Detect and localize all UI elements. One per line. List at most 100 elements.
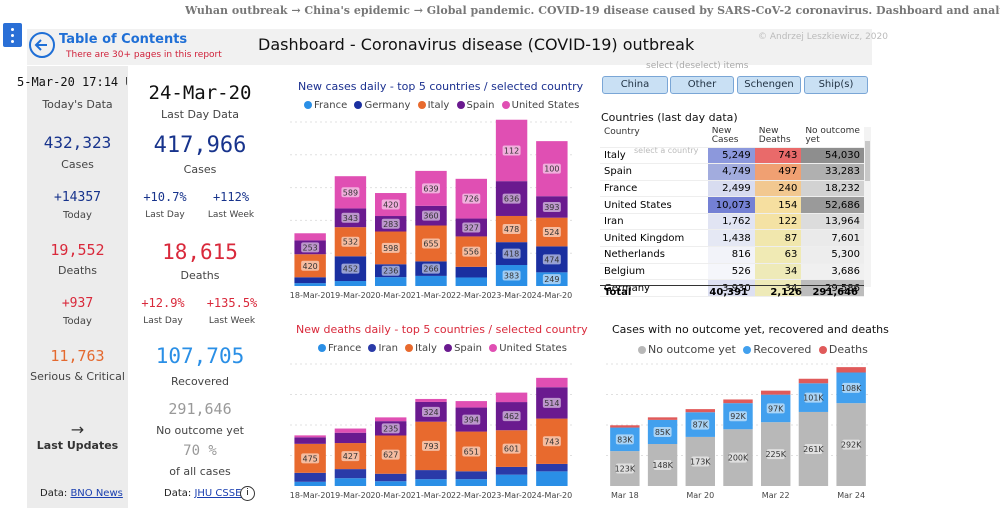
- table-of-contents-link[interactable]: Table of Contents: [59, 32, 188, 47]
- bar-segment-france[interactable]: [536, 471, 568, 486]
- table-scrollbar[interactable]: [864, 127, 871, 287]
- data-label: 249: [544, 275, 559, 284]
- table-row[interactable]: Germany 3,930 34 29,586: [600, 279, 864, 297]
- table-row[interactable]: France 2,499 240 18,232: [600, 180, 864, 198]
- bar-segment-iran[interactable]: [375, 473, 407, 482]
- bar-segment-france[interactable]: [455, 479, 487, 486]
- col-country[interactable]: Country: [600, 127, 708, 148]
- filter-china-button[interactable]: China: [602, 76, 668, 94]
- filter-ships-button[interactable]: Ship(s): [804, 76, 868, 94]
- col-new-deaths[interactable]: New Deaths: [754, 127, 802, 148]
- bar-segment-united-states[interactable]: [294, 233, 326, 241]
- menu-icon[interactable]: [3, 23, 22, 47]
- legend-spain[interactable]: Spain: [454, 343, 483, 354]
- bar-segment-deaths[interactable]: [723, 399, 753, 404]
- bno-news-link[interactable]: BNO News: [70, 488, 123, 499]
- bar-segment-deaths[interactable]: [685, 409, 715, 413]
- legend-spain[interactable]: Spain: [466, 100, 495, 111]
- table-row[interactable]: Italy 5,249 743 54,030: [600, 147, 864, 165]
- legend-germany[interactable]: Germany: [364, 100, 411, 111]
- legend-deaths[interactable]: Deaths: [828, 343, 868, 356]
- legend-recovered[interactable]: Recovered: [753, 343, 812, 356]
- outcome-chart[interactable]: 123K 83K Mar 18 148K 85K 173K 87K Mar 20 200K 92K…: [604, 360, 872, 502]
- info-icon[interactable]: i: [240, 486, 255, 501]
- bar-segment-france[interactable]: [375, 277, 407, 286]
- bar-segment-deaths[interactable]: [761, 390, 791, 395]
- filter-schengen-button[interactable]: Schengen: [737, 76, 801, 94]
- country-search-input[interactable]: select a country: [634, 146, 699, 155]
- col-no-outcome[interactable]: No outcome yet: [801, 127, 864, 148]
- cell-country: Iran: [600, 213, 708, 231]
- scrollbar-thumb[interactable]: [865, 141, 870, 181]
- bar-segment-france[interactable]: [415, 479, 447, 486]
- data-label: 87K: [693, 421, 709, 430]
- bar-segment-deaths[interactable]: [798, 378, 829, 384]
- bar-segment-germany[interactable]: [294, 277, 326, 284]
- data-label: 655: [423, 239, 438, 248]
- bar-segment-deaths[interactable]: [836, 367, 866, 373]
- bar-segment-france[interactable]: [294, 481, 326, 486]
- bar-segment-france[interactable]: [455, 277, 487, 286]
- bar-segment-iran[interactable]: [536, 463, 568, 472]
- bar-segment-united-states[interactable]: [536, 377, 568, 388]
- legend-france[interactable]: France: [328, 343, 362, 354]
- bar-segment-france[interactable]: [334, 281, 367, 286]
- data-label-bg: [381, 265, 400, 276]
- bar-segment-iran[interactable]: [495, 466, 528, 475]
- legend-united-states[interactable]: United States: [499, 343, 567, 354]
- bar-segment-france[interactable]: [495, 474, 528, 486]
- bar-segment-germany[interactable]: [455, 266, 487, 278]
- table-row[interactable]: Spain 4,749 497 33,283: [600, 163, 864, 181]
- cell-new-cases: 816: [707, 246, 755, 264]
- today-deaths-delta-label: Today: [63, 316, 92, 327]
- bar-segment-iran[interactable]: [294, 472, 326, 482]
- legend-iran[interactable]: Iran: [378, 343, 398, 354]
- bar-segment-iran[interactable]: [415, 470, 447, 480]
- legend-france[interactable]: France: [314, 100, 348, 111]
- back-arrow-icon[interactable]: [29, 32, 55, 58]
- new-cases-chart[interactable]: 420 253 18-Mar-20 452 532 343 589 19-Mar-20 236 5…: [286, 118, 576, 302]
- x-tick-label: 20-Mar-20: [370, 491, 411, 500]
- bar-segment-iran[interactable]: [334, 469, 367, 479]
- bar-segment-france[interactable]: [334, 478, 367, 486]
- bar-segment-iran[interactable]: [455, 471, 487, 480]
- bar-segment-deaths[interactable]: [647, 417, 678, 420]
- legend-italy[interactable]: Italy: [427, 100, 450, 111]
- bar-segment-spain[interactable]: [334, 432, 367, 444]
- jhu-csse-link[interactable]: JHU CSSE: [194, 488, 242, 499]
- new-deaths-chart[interactable]: 475 18-Mar-20 427 19-Mar-20 627 235 20-Mar-20 7…: [286, 360, 576, 502]
- bar-segment-united-states[interactable]: [334, 428, 367, 433]
- legend-italy[interactable]: Italy: [415, 343, 437, 354]
- data-label: 420: [383, 201, 398, 210]
- table-row[interactable]: United Kingdom 1,438 87 7,601: [600, 229, 864, 248]
- data-label-bg: [381, 423, 400, 434]
- table-row[interactable]: United States 10,073 154 52,686: [600, 196, 864, 214]
- today-cases: 432,323: [43, 133, 112, 152]
- data-label: 532: [343, 238, 358, 247]
- bar-segment-united-states[interactable]: [294, 435, 326, 438]
- legend-no-outcome[interactable]: No outcome yet: [648, 343, 736, 356]
- bar-segment-deaths[interactable]: [610, 425, 640, 428]
- bar-segment-united-states[interactable]: [375, 417, 407, 422]
- x-tick-label: 24-Mar-20: [531, 291, 572, 300]
- data-label-bg: [502, 411, 521, 422]
- table-row[interactable]: Netherlands 816 63 5,300: [600, 246, 864, 264]
- data-label-bg: [729, 452, 747, 463]
- legend-united-states[interactable]: United States: [511, 100, 580, 111]
- lastday-no-outcome-pct-label: of all cases: [169, 465, 231, 478]
- bar-segment-france[interactable]: [375, 481, 407, 486]
- data-label: 427: [343, 452, 358, 461]
- col-new-cases[interactable]: New Cases: [707, 127, 755, 148]
- last-updates-button[interactable]: → Last Updates: [27, 420, 128, 452]
- filter-other-button[interactable]: Other: [670, 76, 734, 94]
- bar-segment-united-states[interactable]: [495, 392, 528, 403]
- today-data-source: Data: BNO News: [40, 488, 123, 499]
- bar-segment-spain[interactable]: [294, 437, 326, 444]
- bar-segment-united-states[interactable]: [415, 398, 447, 402]
- bar-segment-france[interactable]: [415, 275, 447, 286]
- bar-segment-france[interactable]: [294, 283, 326, 286]
- lastday-date: 24-Mar-20: [148, 82, 252, 104]
- table-row[interactable]: Belgium 526 34 3,686: [600, 263, 864, 281]
- table-row[interactable]: Iran 1,762 122 13,964: [600, 213, 864, 231]
- bar-segment-united-states[interactable]: [455, 401, 487, 408]
